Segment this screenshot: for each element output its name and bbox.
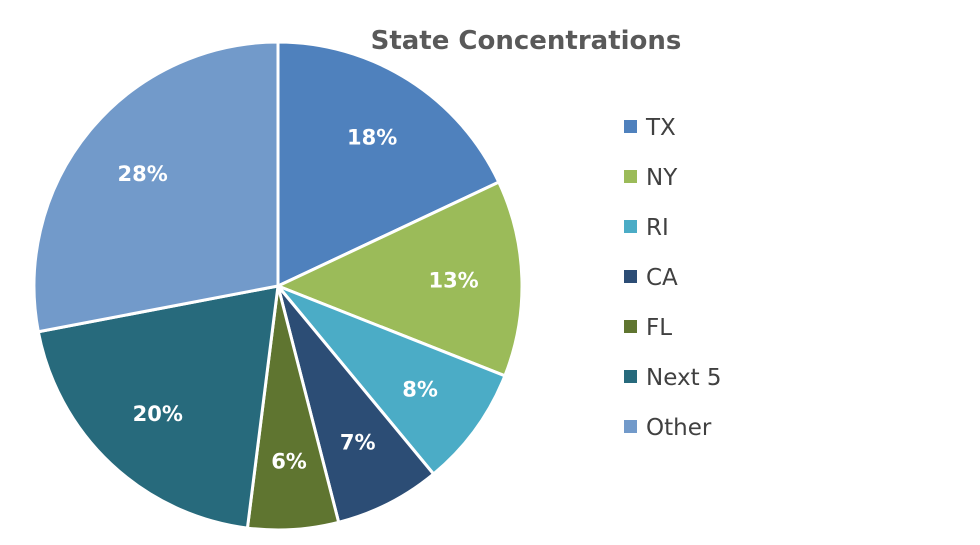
chart-title: State Concentrations: [371, 26, 682, 56]
legend-swatch: [624, 320, 637, 333]
legend-label: NY: [646, 165, 678, 191]
slice-label-fl: 6%: [271, 449, 307, 473]
pie-slice-tx: [276, 40, 501, 288]
slice-label-ri: 8%: [402, 377, 438, 401]
slice-label-ca: 7%: [340, 431, 376, 455]
slice-label-next-5: 20%: [133, 402, 183, 426]
slice-label-ny: 13%: [428, 268, 478, 292]
slice-label-tx: 18%: [347, 126, 397, 150]
slice-label-other: 28%: [118, 162, 168, 186]
slice-labels: 18% 13% 8% 7% 6% 20% 28%: [118, 126, 479, 474]
pie-slice-ca: [276, 284, 436, 524]
legend-label: RI: [646, 215, 669, 241]
legend-label: CA: [646, 265, 678, 291]
legend-item-fl: FL: [624, 315, 672, 341]
legend-label: Next 5: [646, 365, 722, 391]
legend-item-ny: NY: [624, 165, 678, 191]
legend-item-other: Other: [624, 415, 712, 441]
legend-label: TX: [645, 115, 676, 141]
legend-swatch: [624, 420, 637, 433]
legend-swatch: [624, 170, 637, 183]
legend-item-next-5: Next 5: [624, 365, 722, 391]
legend-item-ri: RI: [624, 215, 669, 241]
legend-swatch: [624, 270, 637, 283]
legend-label: Other: [646, 415, 712, 441]
legend-item-ca: CA: [624, 265, 678, 291]
chart-legend: TX NY RI CA FL Next 5 Other: [624, 115, 722, 441]
legend-label: FL: [646, 315, 672, 341]
pie-slices: [32, 40, 524, 532]
pie-slice-other: [32, 40, 280, 334]
legend-swatch: [624, 370, 637, 383]
legend-swatch: [624, 120, 637, 133]
pie-slice-next-5: [36, 284, 280, 530]
legend-item-tx: TX: [624, 115, 676, 141]
legend-swatch: [624, 220, 637, 233]
pie-slice-ri: [276, 284, 507, 476]
pie-slice-ny: [276, 180, 524, 378]
